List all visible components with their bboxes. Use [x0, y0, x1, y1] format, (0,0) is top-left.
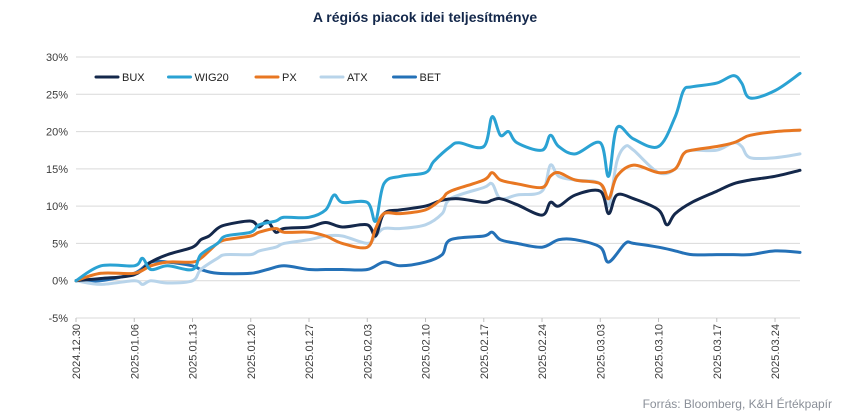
- gridlines: [76, 56, 800, 319]
- legend-item-bux: BUX: [94, 72, 145, 84]
- series-lines: [74, 71, 802, 286]
- y-tick-label: -5%: [48, 313, 68, 325]
- legend-label: PX: [282, 72, 297, 84]
- y-tick-label: 20%: [46, 127, 68, 139]
- y-axis: -5% 0% 5% 10% 15% 20% 25% 30%: [46, 52, 68, 325]
- x-tick-label: 2025.03.24: [770, 324, 782, 379]
- legend-label: ATX: [347, 72, 368, 84]
- y-tick-label: 5%: [52, 238, 68, 250]
- x-axis: 2024.12.30 2025.01.06 2025.01.13 2025.01.20…: [71, 318, 782, 379]
- legend-item-px: PX: [254, 72, 297, 84]
- series-line-bet: [74, 230, 802, 283]
- x-tick-label: 2025.02.03: [362, 324, 374, 379]
- x-tick-label: 2025.03.10: [654, 324, 666, 379]
- y-tick-label: 10%: [46, 201, 68, 213]
- legend-item-wig20: WIG20: [167, 72, 229, 84]
- legend-label: BET: [420, 72, 442, 84]
- x-tick-label: 2024.12.30: [71, 324, 83, 379]
- legend-label: BUX: [122, 72, 145, 84]
- legend-item-atx: ATX: [319, 72, 368, 84]
- legend-label: WIG20: [195, 72, 229, 84]
- chart-title: A régiós piacok idei teljesítménye: [312, 9, 538, 25]
- x-tick-label: 2025.01.20: [246, 324, 258, 379]
- x-tick-label: 2025.01.27: [304, 324, 316, 379]
- series-line-wig20: [74, 71, 802, 283]
- y-tick-label: 0%: [52, 276, 68, 288]
- y-tick-label: 30%: [46, 52, 68, 64]
- legend-item-bet: BET: [392, 72, 442, 84]
- legend: BUX WIG20 PX ATX BET: [94, 72, 442, 84]
- x-tick-label: 2025.02.17: [479, 324, 491, 379]
- x-tick-label: 2025.03.17: [712, 324, 724, 379]
- y-tick-label: 15%: [46, 164, 68, 176]
- x-tick-label: 2025.03.03: [595, 324, 607, 379]
- x-tick-label: 2025.02.24: [537, 324, 549, 379]
- x-tick-label: 2025.02.10: [421, 324, 433, 379]
- source-note: Forrás: Bloomberg, K&H Értékpapír: [642, 397, 832, 411]
- y-tick-label: 25%: [46, 89, 68, 101]
- x-tick-label: 2025.01.13: [188, 324, 200, 379]
- x-tick-label: 2025.01.06: [129, 324, 141, 379]
